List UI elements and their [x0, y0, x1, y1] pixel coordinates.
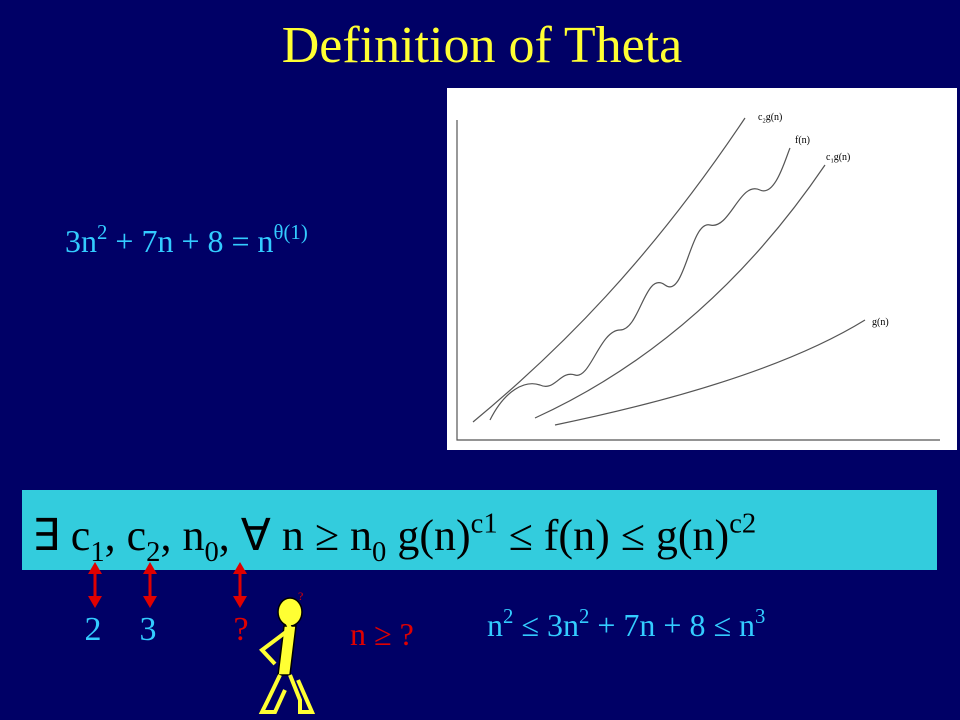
text-segment: g(n)	[386, 511, 470, 560]
inequality: n2 ≤ 3n2 + 7n + 8 ≤ n3	[487, 605, 765, 643]
text-segment: 2	[503, 605, 513, 628]
text-segment: 1	[830, 158, 833, 165]
text-segment: 3n	[65, 223, 97, 259]
title: Definition of Theta	[282, 17, 683, 74]
figure-background	[447, 88, 957, 450]
text-segment: c	[826, 152, 831, 163]
n-condition: n ≥ ?	[350, 616, 414, 652]
curve-lower	[534, 164, 826, 419]
curve-upper	[472, 117, 746, 423]
text-segment: ≤ 3n	[513, 607, 579, 643]
text-segment: ≤ f(n) ≤ g(n)	[498, 511, 730, 560]
text-segment: g(n)	[766, 112, 783, 123]
text-segment: 2	[762, 118, 765, 125]
text-segment: , ∀ n ≥ n	[219, 511, 372, 560]
text-segment: f(n)	[795, 135, 810, 146]
constant: ?	[233, 611, 248, 648]
text-segment: n ≥ ?	[350, 616, 414, 652]
arrow-head	[88, 562, 102, 608]
thinking-figure: ?	[258, 589, 316, 714]
text-segment: + 7n + 8 ≤ n	[589, 607, 755, 643]
figure-label: c1g(n)	[826, 152, 850, 165]
text-segment: 2	[579, 605, 589, 628]
text-segment: 3	[755, 605, 765, 628]
definition-box	[22, 490, 937, 570]
figure-label: c2g(n)	[758, 112, 782, 125]
text-segment: g(n)	[872, 317, 889, 328]
text-segment: g(n)	[834, 152, 851, 163]
arrows	[88, 562, 247, 608]
text-segment: , c	[105, 511, 147, 560]
text-segment: n	[487, 607, 503, 643]
text-segment: + 7n + 8 = n	[107, 223, 273, 259]
equation: 3n2 + 7n + 8 = nθ(1)	[65, 221, 308, 259]
text-segment: ∃ c	[32, 511, 90, 560]
constant: 2	[85, 611, 102, 648]
text-segment: 0	[204, 537, 218, 568]
arrow-head	[143, 562, 157, 608]
text-segment: 1	[90, 537, 104, 568]
text-segment: c1	[471, 508, 498, 539]
text-segment: , n	[160, 511, 204, 560]
constant: 3	[140, 611, 157, 648]
svg-text:?: ?	[298, 589, 303, 603]
figure-label: f(n)	[795, 135, 810, 146]
text-segment: c	[758, 112, 763, 123]
text-segment: 0	[372, 537, 386, 568]
figure: c2g(n) f(n) c1g(n) g(n)	[447, 88, 957, 450]
text-segment: 2	[97, 221, 107, 244]
text-segment: θ(1)	[274, 221, 308, 244]
definition: ∃ c1, c2, n0, ∀ n ≥ n0 g(n)c1 ≤ f(n) ≤ g…	[32, 508, 756, 568]
axes	[456, 120, 940, 441]
arrow-head	[233, 562, 247, 608]
curve-g	[554, 319, 866, 426]
text-segment: 2	[146, 537, 160, 568]
curve-f	[489, 147, 791, 421]
text-segment: c2	[729, 508, 756, 539]
figure-label: g(n)	[872, 317, 889, 328]
